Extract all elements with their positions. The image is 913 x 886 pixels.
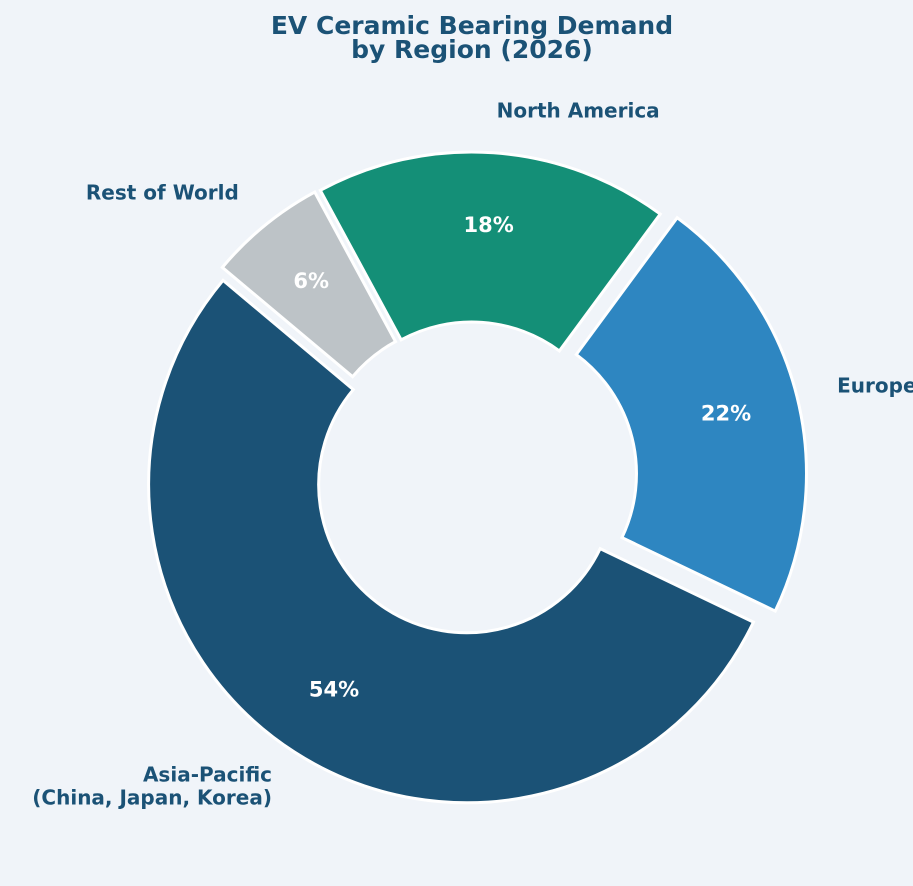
donut-slice [220,190,398,379]
value-label: 54% [309,678,359,702]
value-label: 18% [464,213,514,237]
value-label: 22% [701,401,751,425]
category-label: Europe [837,373,913,397]
category-label: Rest of World [86,180,239,204]
donut-slice [574,215,808,614]
category-label: North America [497,98,660,122]
donut-slice [318,150,663,353]
category-label: Asia-Pacific (China, Japan, Korea) [32,762,272,809]
value-label: 6% [293,269,329,293]
donut-slice [147,278,756,805]
chart-title: EV Ceramic Bearing Demand by Region (2026… [271,11,673,64]
